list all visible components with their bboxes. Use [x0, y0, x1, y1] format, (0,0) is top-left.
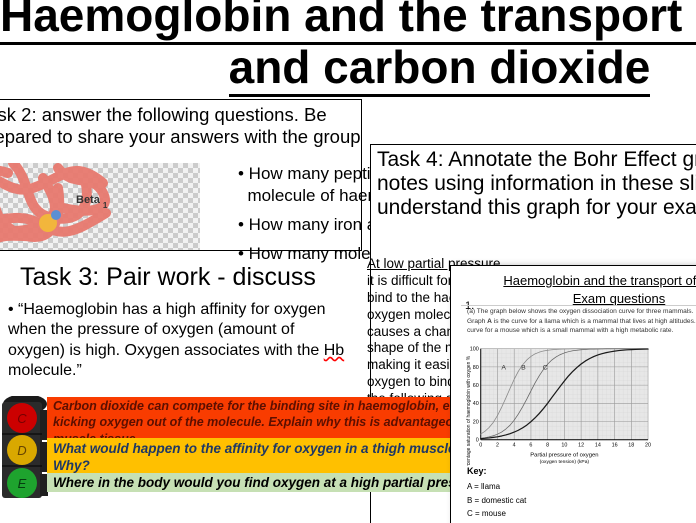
svg-text:8: 8 [546, 442, 549, 448]
svg-text:B: B [521, 364, 526, 371]
svg-text:18: 18 [628, 442, 634, 448]
svg-text:80: 80 [473, 365, 479, 371]
svg-text:6: 6 [529, 442, 532, 448]
svg-text:0: 0 [479, 442, 482, 448]
svg-text:(oxygen tension) (kPa): (oxygen tension) (kPa) [540, 459, 590, 465]
svg-text:100: 100 [470, 347, 479, 353]
svg-text:20: 20 [645, 442, 651, 448]
svg-text:40: 40 [473, 401, 479, 407]
svg-text:C: C [17, 411, 27, 426]
svg-text:Percentage saturation of haemo: Percentage saturation of haemoglobin wit… [466, 355, 472, 466]
svg-text:2: 2 [496, 442, 499, 448]
svg-text:4: 4 [513, 442, 516, 448]
svg-text:E: E [18, 476, 27, 491]
svg-text:A: A [501, 364, 506, 371]
svg-text:12: 12 [578, 442, 584, 448]
svg-text:14: 14 [595, 442, 601, 448]
svg-text:20: 20 [473, 419, 479, 425]
svg-text:60: 60 [473, 383, 479, 389]
svg-text:D: D [17, 443, 26, 458]
svg-text:C: C [543, 364, 548, 371]
svg-text:10: 10 [561, 442, 567, 448]
svg-text:16: 16 [612, 442, 618, 448]
svg-text:Partial pressure of oxygen: Partial pressure of oxygen [530, 453, 598, 459]
